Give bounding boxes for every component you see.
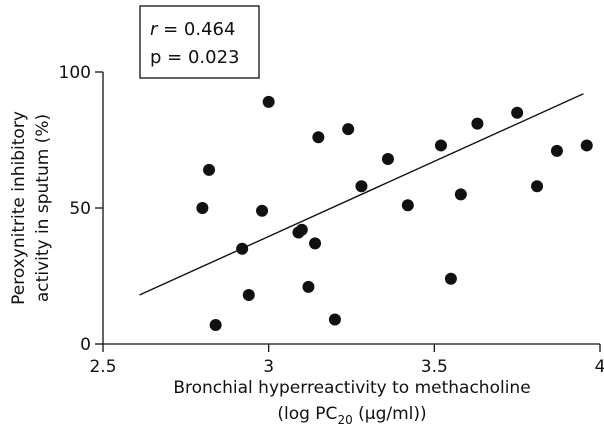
y-tick-label: 0 bbox=[80, 335, 91, 355]
x-tick-label: 3 bbox=[263, 357, 274, 377]
stats-box-frame bbox=[139, 5, 260, 79]
x-axis-label-line2: (log PC20 (μg/ml)) bbox=[277, 404, 426, 427]
data-point bbox=[471, 117, 484, 130]
x-axis-label-subscript: 20 bbox=[337, 413, 352, 427]
x-axis-label-line1: Bronchial hyperreactivity to methacholin… bbox=[173, 378, 530, 398]
data-point bbox=[295, 223, 308, 236]
data-point bbox=[511, 106, 524, 119]
x-tick-label: 2.5 bbox=[89, 357, 116, 377]
data-point bbox=[381, 153, 394, 166]
x-tick-label: 3.5 bbox=[421, 357, 448, 377]
y-axis-label-line1: Peroxynitrite inhibitory bbox=[9, 111, 29, 305]
data-point bbox=[302, 280, 315, 293]
stats-r-symbol: r bbox=[150, 19, 159, 40]
data-point bbox=[262, 95, 275, 108]
x-axis-label-prefix: (log PC bbox=[277, 404, 337, 424]
data-point bbox=[196, 202, 209, 214]
data-point bbox=[209, 318, 222, 331]
data-point bbox=[580, 139, 593, 152]
data-points bbox=[196, 95, 593, 331]
data-point bbox=[309, 237, 322, 250]
regression-line bbox=[139, 93, 584, 296]
data-point bbox=[236, 242, 249, 255]
data-point bbox=[531, 180, 544, 193]
y-tick-label: 50 bbox=[69, 199, 91, 219]
stats-p-text: p = 0.023 bbox=[150, 47, 239, 68]
x-ticks: 2.5 3 3.5 4 bbox=[89, 344, 604, 377]
stats-r-value: = 0.464 bbox=[157, 19, 235, 40]
stats-box: r = 0.464 p = 0.023 bbox=[139, 5, 260, 79]
data-point bbox=[550, 144, 563, 157]
data-point bbox=[401, 199, 414, 212]
stats-r-text: r = 0.464 bbox=[150, 19, 235, 40]
data-point bbox=[434, 139, 447, 152]
data-point bbox=[242, 289, 255, 302]
y-axis-label-line2: activity in sputum (%) bbox=[33, 114, 53, 302]
data-point bbox=[328, 313, 341, 326]
y-ticks: 0 50 100 bbox=[59, 63, 103, 355]
data-point bbox=[312, 131, 325, 144]
data-point bbox=[203, 163, 216, 176]
x-axis-label-suffix: (μg/ml)) bbox=[353, 404, 427, 424]
data-point bbox=[454, 188, 467, 201]
data-point bbox=[342, 123, 355, 136]
data-point bbox=[444, 272, 457, 285]
y-tick-label: 100 bbox=[59, 63, 91, 83]
x-tick-label: 4 bbox=[595, 357, 604, 377]
data-point bbox=[256, 204, 269, 217]
data-point bbox=[355, 180, 368, 193]
